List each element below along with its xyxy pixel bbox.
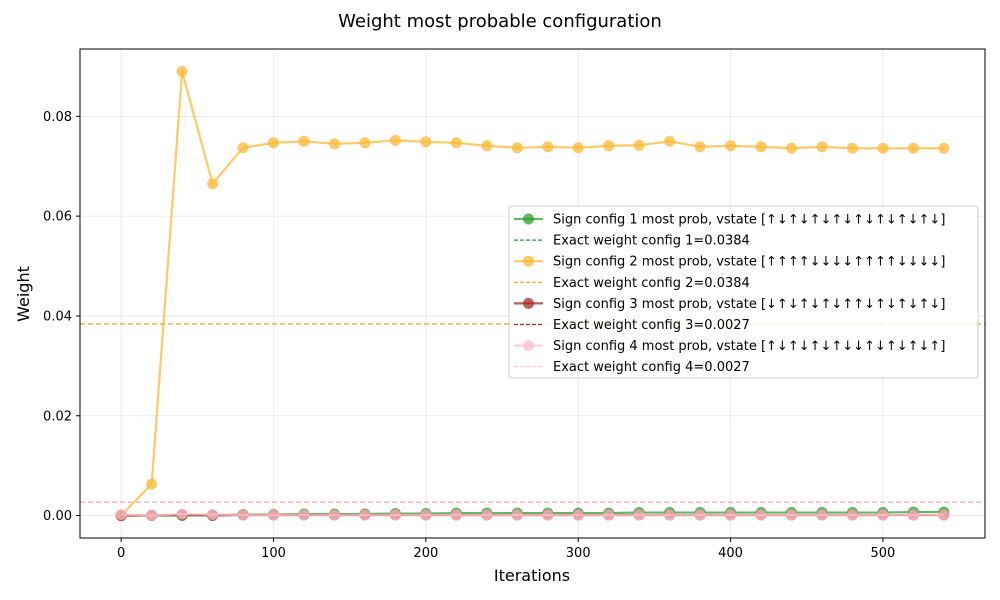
legend-box [508,205,979,379]
data-point [389,134,401,146]
data-point [420,136,432,148]
data-point [664,135,676,147]
x-tick-label: 500 [871,546,896,561]
y-axis-ticks: 0.00 0.02 0.04 0.06 0.08 [43,110,80,524]
data-point [511,509,523,521]
data-point [877,142,889,154]
data-point [481,140,493,152]
data-point [816,509,828,521]
data-point [572,142,584,154]
data-point [237,142,249,154]
data-point [907,509,919,521]
data-point [511,142,523,154]
data-point [267,509,279,521]
legend-entry-label: Exact weight config 4=0.0027 [553,360,750,375]
legend-entry-label: Sign config 2 most prob, vstate [↑↑↑↑↓↓↓… [553,255,945,270]
data-point [146,478,158,490]
data-point [786,509,798,521]
data-point [298,135,310,147]
legend-entry-label: Sign config 3 most prob, vstate [↓↑↓↑↓↑↓… [553,297,945,312]
data-point [938,509,950,521]
data-point [115,509,127,521]
data-point [450,137,462,149]
data-point [755,141,767,153]
data-point [633,509,645,521]
legend-swatch-marker [523,213,534,225]
data-point [359,509,371,521]
x-axis-ticks: 0 100 200 300 400 500 [117,538,895,561]
data-point [603,509,615,521]
data-point [359,137,371,149]
legend-entry-label: Exact weight config 3=0.0027 [553,318,750,333]
plot-frame [79,48,986,539]
data-point [207,509,219,521]
data-point [907,142,919,154]
data-point [542,141,554,153]
data-point [328,138,340,150]
y-tick-label: 0.02 [43,409,72,424]
data-point [846,509,858,521]
y-tick-label: 0.00 [43,509,72,524]
data-point [146,510,158,522]
legend-entry-label: Sign config 4 most prob, vstate [↑↓↑↓↑↓↑… [553,339,945,354]
data-point [237,509,249,521]
data-point [786,142,798,154]
legend-entry-label: Exact weight config 1=0.0384 [553,234,750,249]
y-tick-label: 0.06 [43,210,72,225]
data-point [450,509,462,521]
x-tick-label: 400 [718,546,743,561]
series-line [120,70,944,517]
chart-title: Weight most probable configuration [338,11,662,32]
x-tick-label: 0 [117,546,125,561]
data-point [298,509,310,521]
data-point [725,509,737,521]
data-point [633,139,645,151]
data-point [328,509,340,521]
y-tick-label: 0.04 [43,309,72,324]
data-point [207,178,219,190]
data-point [694,509,706,521]
legend-entry-label: Exact weight config 2=0.0384 [553,276,750,291]
data-point [846,142,858,154]
data-point [176,65,188,77]
data-point [481,509,493,521]
series-lines [115,65,950,522]
data-point [816,141,828,153]
legend: Sign config 1 most prob, vstate [↑↓↑↓↑↓↑… [508,205,979,379]
series-line [121,512,944,517]
data-point [176,508,188,520]
x-tick-label: 100 [261,546,286,561]
data-point [389,509,401,521]
series-2 [115,65,950,522]
data-point [572,509,584,521]
data-point [603,140,615,152]
data-point [725,140,737,152]
x-axis-label: Iterations [494,566,570,585]
data-point [694,141,706,153]
data-point [877,509,889,521]
legend-entry-label: Sign config 1 most prob, vstate [↑↓↑↓↑↓↑… [553,213,945,228]
legend-swatch-marker [523,297,534,309]
legend-swatch-marker [523,255,534,267]
data-point [542,509,554,521]
data-point [267,137,279,149]
data-point [938,142,950,154]
x-tick-label: 300 [566,546,591,561]
y-tick-label: 0.08 [43,110,72,125]
x-tick-label: 200 [413,546,438,561]
y-axis-label: Weight [14,266,33,322]
data-point [664,509,676,521]
series-4 [115,508,950,522]
data-point [420,509,432,521]
legend-swatch-marker [523,340,534,352]
data-point [755,509,767,521]
